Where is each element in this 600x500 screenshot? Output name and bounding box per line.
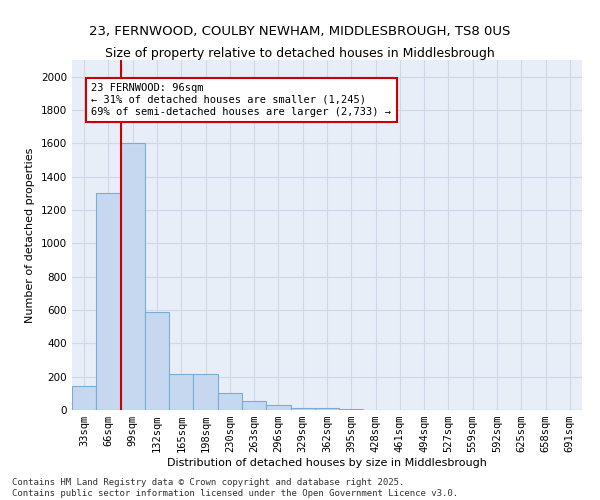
Bar bbox=[169, 374, 193, 410]
Bar bbox=[96, 194, 121, 410]
Bar bbox=[290, 408, 315, 410]
Bar bbox=[339, 409, 364, 410]
Bar bbox=[145, 312, 169, 410]
Text: 23, FERNWOOD, COULBY NEWHAM, MIDDLESBROUGH, TS8 0US: 23, FERNWOOD, COULBY NEWHAM, MIDDLESBROU… bbox=[89, 25, 511, 38]
Text: 23 FERNWOOD: 96sqm
← 31% of detached houses are smaller (1,245)
69% of semi-deta: 23 FERNWOOD: 96sqm ← 31% of detached hou… bbox=[91, 84, 391, 116]
Y-axis label: Number of detached properties: Number of detached properties bbox=[25, 148, 35, 322]
Text: Size of property relative to detached houses in Middlesbrough: Size of property relative to detached ho… bbox=[105, 48, 495, 60]
Bar bbox=[218, 394, 242, 410]
Bar bbox=[121, 144, 145, 410]
Bar bbox=[266, 405, 290, 410]
Bar bbox=[72, 386, 96, 410]
Text: Contains HM Land Registry data © Crown copyright and database right 2025.
Contai: Contains HM Land Registry data © Crown c… bbox=[12, 478, 458, 498]
Bar bbox=[242, 401, 266, 410]
X-axis label: Distribution of detached houses by size in Middlesbrough: Distribution of detached houses by size … bbox=[167, 458, 487, 468]
Bar bbox=[193, 374, 218, 410]
Bar bbox=[315, 408, 339, 410]
